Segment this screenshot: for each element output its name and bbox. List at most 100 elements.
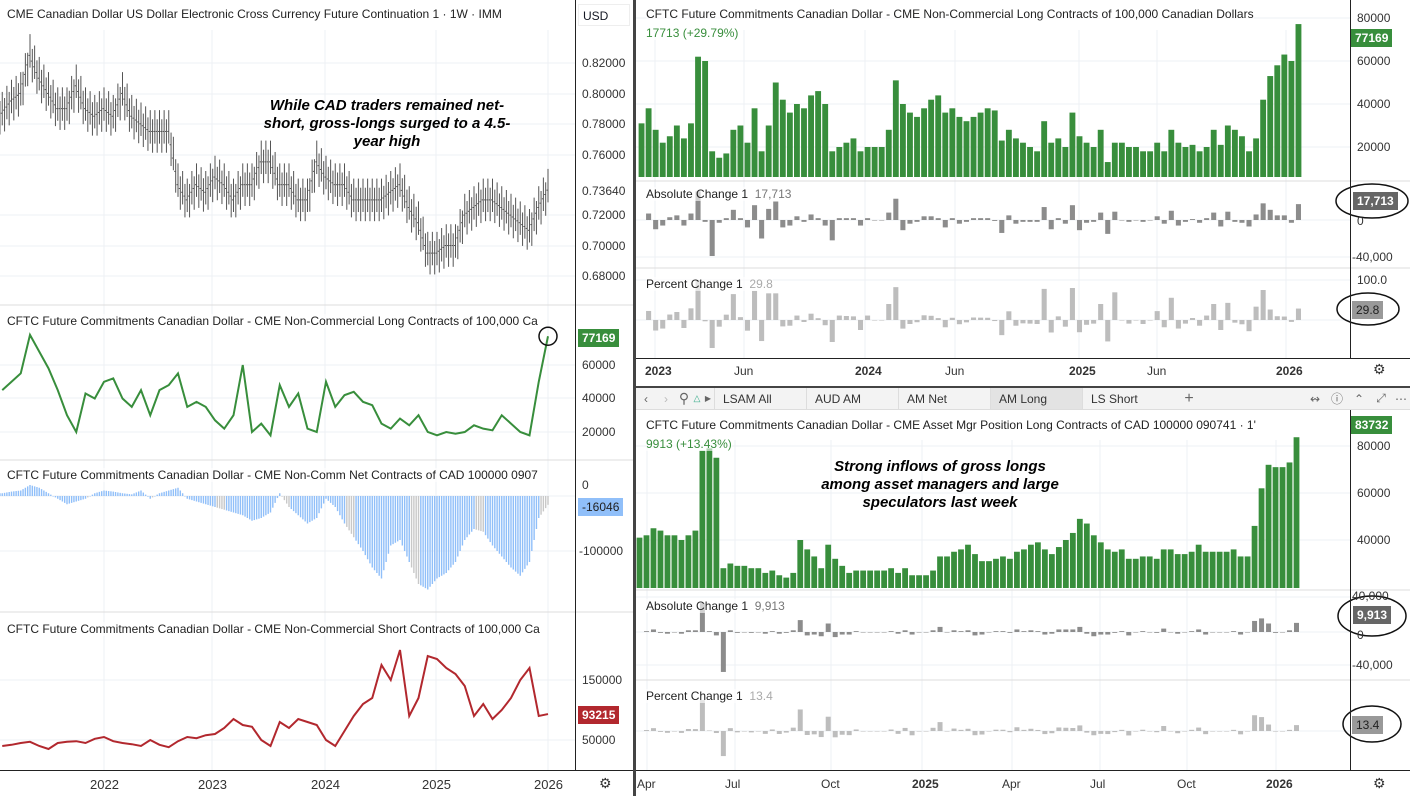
time-axis-label: Jul [725, 777, 741, 791]
am-long-abs-change-bar [1210, 632, 1216, 633]
chevron-left-icon[interactable]: ‹ [644, 391, 648, 406]
nc-long-weekly-abs-change-bar [801, 220, 807, 222]
nc-long-weekly-abs-change-bar [1062, 220, 1068, 224]
am-long-bar [692, 530, 699, 588]
nc-long-weekly-bar [765, 125, 772, 177]
nc-net-bar [216, 496, 219, 508]
am-long-pct-change-bar [1252, 715, 1258, 731]
nc-long-weekly-bar [772, 82, 779, 177]
nc-long-weekly-pct-change-bar [730, 294, 736, 320]
tab-am-net[interactable]: AM Net [898, 388, 990, 409]
annotation-inflows: Strong inflows of gross longs among asse… [821, 458, 1059, 511]
nc-short-line [2, 649, 549, 751]
nc-net-bar [31, 485, 34, 496]
am-long-bar [1279, 467, 1286, 588]
tab-am-long[interactable]: AM Long [990, 388, 1082, 409]
nc-net-bar [452, 496, 454, 565]
nc-net-bar [276, 496, 279, 499]
nc-net-bar [246, 496, 249, 518]
nc-long-weekly-bar [1231, 129, 1238, 177]
nc-long-weekly-pct-change-bar [935, 318, 941, 320]
am-long-abs-change-bar [972, 632, 978, 636]
tab-ls-short[interactable]: LS Short [1082, 388, 1174, 409]
tab-aud-am[interactable]: AUD AM [806, 388, 898, 409]
time-axis-label: Jun [945, 364, 965, 378]
am-long-pct-change-bar [1224, 731, 1230, 732]
price-axis-label: 0.72000 [582, 208, 626, 222]
nc-net-bar [385, 496, 387, 562]
nc-net-bar [489, 496, 491, 543]
am-long-bar [1014, 551, 1020, 588]
lock-icon[interactable]: △ [693, 393, 701, 403]
am-long-bar [1272, 467, 1279, 588]
nc-net-bar [198, 496, 200, 503]
nc-long-weekly-abs-change-bar [737, 218, 743, 220]
am-long-abs-change-bar [944, 632, 950, 633]
nc-long-weekly-bar [1175, 142, 1182, 177]
nc-long-weekly-pct-change-bar [1281, 316, 1287, 320]
am-long-abs-change-bar [1112, 632, 1118, 633]
nc-net-bar [147, 496, 149, 497]
nc-long-weekly-title: CFTC Future Commitments Canadian Dollar … [646, 7, 1254, 21]
am-long-abs-change-bar [1147, 632, 1153, 633]
am-long-bar [1069, 532, 1076, 588]
pct-change-last-value: 29.8 [1352, 301, 1384, 319]
currency-selector[interactable]: USD [578, 4, 630, 26]
caret-right-icon[interactable]: ▶ [704, 394, 712, 403]
nc-net-bar [316, 496, 318, 518]
nc-long-weekly-bar [1090, 147, 1097, 177]
expand-icon[interactable]: ⤢ [1376, 391, 1386, 405]
add-tab-button[interactable]: + [1184, 389, 1194, 407]
am-long-bar [1132, 558, 1139, 588]
nc-long-weekly-pct-change-bar [822, 320, 828, 326]
nc-long-weekly-pct-change-bar [978, 317, 984, 320]
am-long-pct-change-bar [1070, 728, 1076, 731]
am-long-bar [881, 570, 888, 588]
am-long-abs-change-bar [1035, 631, 1041, 632]
nc-long-weekly-bar [963, 121, 970, 177]
nc-net-bar [232, 496, 235, 513]
search-icon[interactable]: ⚲ [678, 390, 690, 406]
nc-long-weekly-bar [786, 112, 793, 177]
nc-long-weekly-pct-change-bar [1084, 320, 1090, 325]
nc-net-bar [223, 496, 225, 510]
nc-long-weekly-bar [1048, 142, 1055, 177]
nc-net-bar [387, 496, 390, 554]
am-long-pct-change-bar [1210, 731, 1216, 732]
am-long-pct-change-bar [958, 729, 964, 731]
am-long-pct-change-bar [937, 722, 943, 731]
nc-long-weekly-pct-change-bar [1204, 315, 1210, 320]
am-long-abs-change-bar [839, 632, 845, 635]
am-long-pct-change-bar [755, 731, 761, 732]
am-long-bar [1209, 551, 1216, 588]
nc-long-weekly-pct-change-bar [1069, 288, 1075, 320]
nc-long-weekly-bar [1196, 151, 1203, 177]
am-long-bar [1083, 523, 1090, 588]
nc-net-bar [149, 496, 151, 499]
panel-divider[interactable] [633, 0, 636, 796]
am-long-abs-change-bar [1077, 626, 1083, 632]
am-long-bar [1181, 554, 1188, 588]
nc-net-bar [43, 490, 45, 496]
am-long-pct-change-bar [951, 728, 957, 731]
nc-long-weekly-bar [829, 151, 836, 177]
am-long-pct-change-bar [909, 731, 915, 736]
more-icon[interactable]: ⋯ [1395, 391, 1407, 406]
link-icon[interactable]: ↭ [1309, 391, 1321, 406]
nc-net-bar [521, 496, 524, 573]
collapse-icon[interactable]: ⌃ [1353, 391, 1365, 406]
chevron-right-icon[interactable]: › [664, 391, 668, 406]
nc-short-axis-label: 150000 [582, 673, 623, 687]
am-long-pct-change-bar [762, 731, 768, 734]
am-long-abs-change-bar [895, 632, 901, 634]
nc-net-bar [299, 496, 302, 518]
am-long-pct-change-bar [902, 727, 908, 731]
tab-lsam-all[interactable]: LSAM All [714, 388, 806, 409]
nc-net-bar [343, 496, 346, 524]
nc-net-bar [112, 491, 114, 496]
help-icon[interactable]: ⓘ [1330, 392, 1343, 406]
nc-net-bar [366, 496, 369, 560]
nc-net-bar [443, 496, 445, 575]
nc-long-weekly-bar [949, 108, 956, 177]
nc-long-weekly-bar [928, 99, 935, 177]
